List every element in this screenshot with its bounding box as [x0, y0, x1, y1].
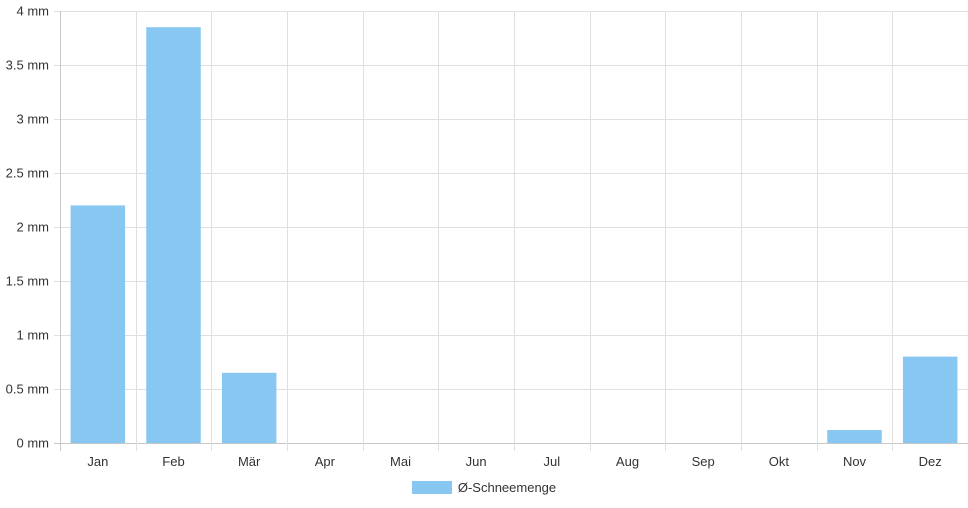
y-tick-label: 0.5 mm — [6, 382, 49, 397]
bar-dez[interactable] — [902, 356, 958, 443]
x-tick-label: Jan — [87, 454, 108, 469]
y-tick-label: 2.5 mm — [6, 166, 49, 181]
bar-nov[interactable] — [827, 430, 882, 443]
x-tick-label: Mär — [238, 454, 261, 469]
legend[interactable]: Ø-Schneemenge — [0, 480, 968, 495]
y-tick-label: 3 mm — [17, 112, 50, 127]
y-tick-label: 3.5 mm — [6, 58, 49, 73]
bars — [70, 27, 958, 443]
y-tick-label: 1.5 mm — [6, 274, 49, 289]
bar-mär[interactable] — [221, 372, 277, 443]
x-tick-label: Nov — [843, 454, 867, 469]
bar-feb[interactable] — [146, 27, 201, 443]
x-tick-label: Mai — [390, 454, 411, 469]
x-tick-label: Jun — [466, 454, 487, 469]
x-tick-label: Dez — [919, 454, 942, 469]
x-axis-tick-labels: Jan Feb Mär Apr Mai Jun Jul Aug Sep Okt Nov Dez — [87, 454, 941, 469]
legend-label: Ø-Schneemenge — [457, 480, 557, 495]
x-tick-label: Jul — [544, 454, 561, 469]
x-tick-label: Feb — [162, 454, 184, 469]
y-tick-label: 0 mm — [17, 436, 50, 451]
grid-lines — [54, 11, 968, 451]
bar-jan[interactable] — [70, 205, 126, 443]
x-tick-label: Sep — [692, 454, 715, 469]
y-tick-label: 1 mm — [17, 328, 50, 343]
legend-swatch — [411, 481, 452, 494]
x-tick-label: Apr — [315, 454, 336, 469]
x-tick-label: Aug — [616, 454, 639, 469]
y-axis-tick-labels: 0 mm 0.5 mm 1 mm 1.5 mm 2 mm 2.5 mm 3 mm 3.5 mm… — [6, 4, 49, 451]
y-tick-label: 4 mm — [17, 4, 50, 19]
y-tick-label: 2 mm — [17, 220, 50, 235]
x-tick-label: Okt — [769, 454, 790, 469]
